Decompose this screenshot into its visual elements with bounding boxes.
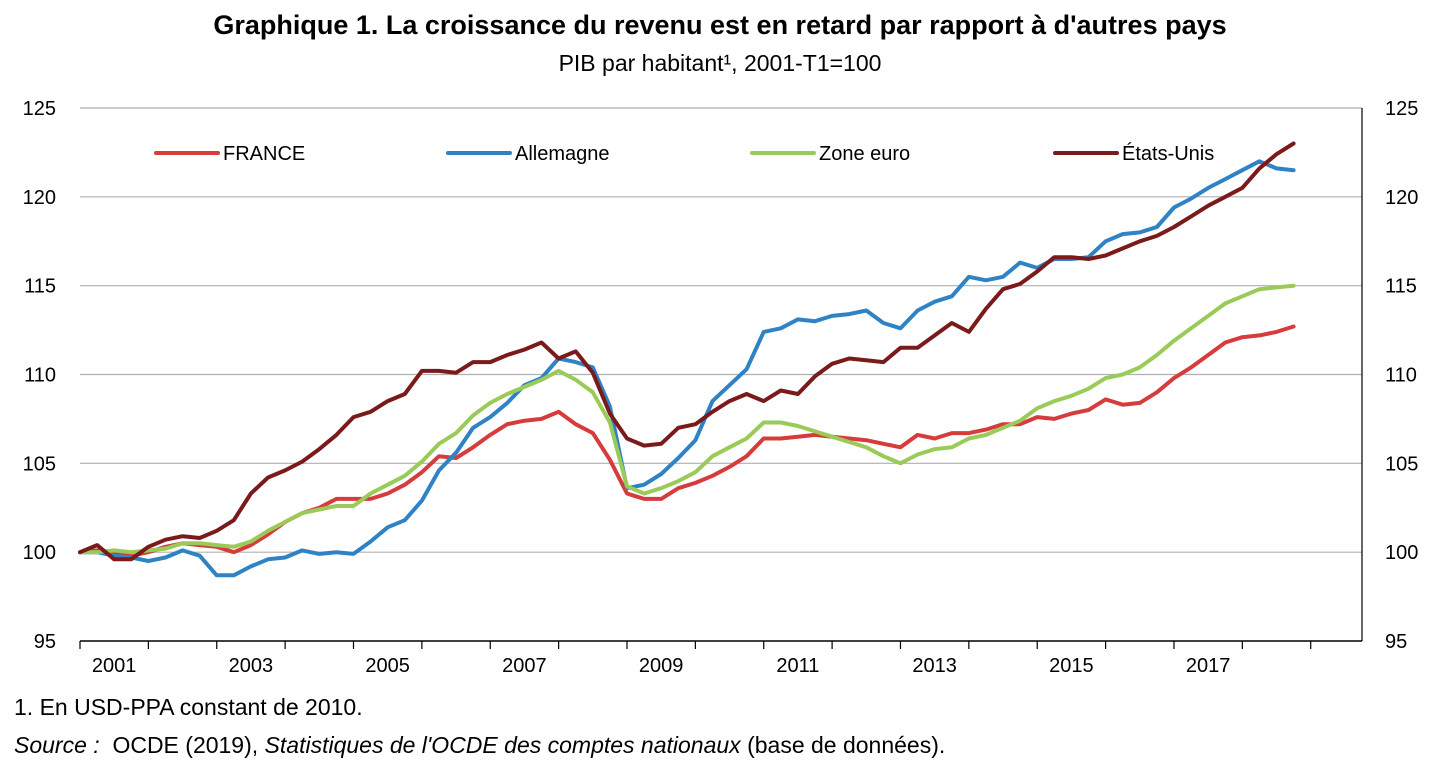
x-tick-label: 2007	[502, 655, 547, 677]
x-tick-label: 2003	[229, 655, 274, 677]
y-tick-label-right: 95	[1385, 631, 1407, 653]
y-tick-label-left: 100	[23, 542, 56, 564]
series-line	[78, 141, 1296, 562]
y-tick-label-left: 95	[34, 631, 56, 653]
source-title: Statistiques de l'OCDE des comptes natio…	[264, 732, 741, 758]
legend-label: États-Unis	[1122, 142, 1214, 165]
chart-subtitle: PIB par habitant¹, 2001-T1=100	[558, 50, 882, 76]
series-line	[78, 283, 1296, 555]
legend-label: FRANCE	[223, 143, 305, 165]
legend-label: Allemagne	[515, 143, 610, 165]
y-tick-label-left: 115	[24, 276, 56, 298]
x-tick-label: 2009	[639, 655, 684, 677]
source-note: Source : OCDE (2019), Statistiques de l'…	[14, 732, 945, 759]
x-tick-label: 2015	[1049, 655, 1094, 677]
y-tick-label-right: 110	[1385, 365, 1417, 387]
y-tick-label-right: 120	[1385, 187, 1418, 209]
y-tick-label-left: 110	[24, 365, 56, 387]
source-label: Source :	[14, 732, 100, 758]
y-tick-label-right: 115	[1385, 276, 1417, 298]
legend-label: Zone euro	[819, 143, 910, 165]
series-line	[78, 159, 1296, 578]
footnote: 1. En USD-PPA constant de 2010.	[14, 694, 363, 720]
source-after: (base de données).	[747, 732, 946, 758]
line-chart: 95 95 100 100 105 105 110 110 115 115 120 120 125 125…	[23, 98, 1419, 677]
series-line	[78, 324, 1296, 558]
x-tick-label: 2013	[912, 655, 957, 677]
series-lines	[78, 141, 1296, 578]
source-before: OCDE (2019),	[112, 732, 259, 758]
axes: 95 95 100 100 105 105 110 110 115 115 120 120 125 125…	[23, 98, 1419, 677]
y-tick-label-left: 120	[23, 187, 56, 209]
x-tick-label: 2017	[1186, 655, 1231, 677]
x-tick-label: 2005	[365, 655, 410, 677]
y-tick-label-left: 125	[23, 98, 56, 120]
x-tick-label: 2001	[92, 655, 137, 677]
y-tick-label-right: 100	[1385, 542, 1418, 564]
y-tick-label-right: 105	[1385, 453, 1418, 475]
x-tick-label: 2011	[776, 655, 819, 677]
y-tick-label-left: 105	[23, 453, 56, 475]
y-tick-label-right: 125	[1385, 98, 1418, 120]
legend: FRANCE Allemagne Zone euro États-Unis	[154, 142, 1214, 165]
chart-title: Graphique 1. La croissance du revenu est…	[213, 10, 1227, 40]
gridlines	[80, 107, 1362, 553]
